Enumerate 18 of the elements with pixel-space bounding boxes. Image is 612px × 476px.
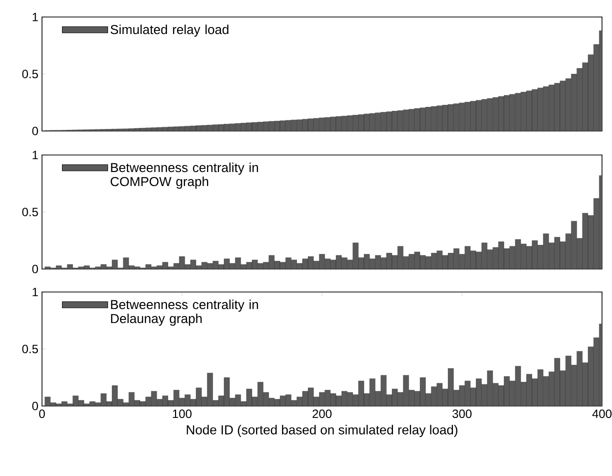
y-tick-label: 1 bbox=[32, 12, 38, 22]
legend-label: Betweenness centrality in COMPOW graph bbox=[110, 162, 258, 189]
legend-label: Simulated relay load bbox=[110, 24, 228, 37]
y-tick-label: 0 bbox=[32, 126, 38, 136]
x-tick-label: 200 bbox=[312, 410, 332, 418]
x-tick-label: 400 bbox=[592, 410, 612, 418]
x-axis-title: Node ID (sorted based on simulated relay load) bbox=[186, 424, 458, 438]
x-tick-label: 300 bbox=[452, 410, 472, 418]
y-tick-label: 0 bbox=[32, 264, 38, 274]
x-tick-label: 100 bbox=[172, 410, 192, 418]
y-tick-label: 0.5 bbox=[22, 344, 38, 354]
y-tick-label: 1 bbox=[32, 288, 38, 296]
y-tick-label: 0.5 bbox=[22, 70, 38, 78]
y-tick-label: 0 bbox=[32, 402, 38, 410]
legend-label: Betweenness centrality in Delaunay graph bbox=[111, 300, 258, 326]
x-tick-label: 0 bbox=[39, 410, 45, 418]
y-tick-label: 0.5 bbox=[22, 208, 38, 216]
y-tick-label: 1 bbox=[32, 150, 38, 160]
